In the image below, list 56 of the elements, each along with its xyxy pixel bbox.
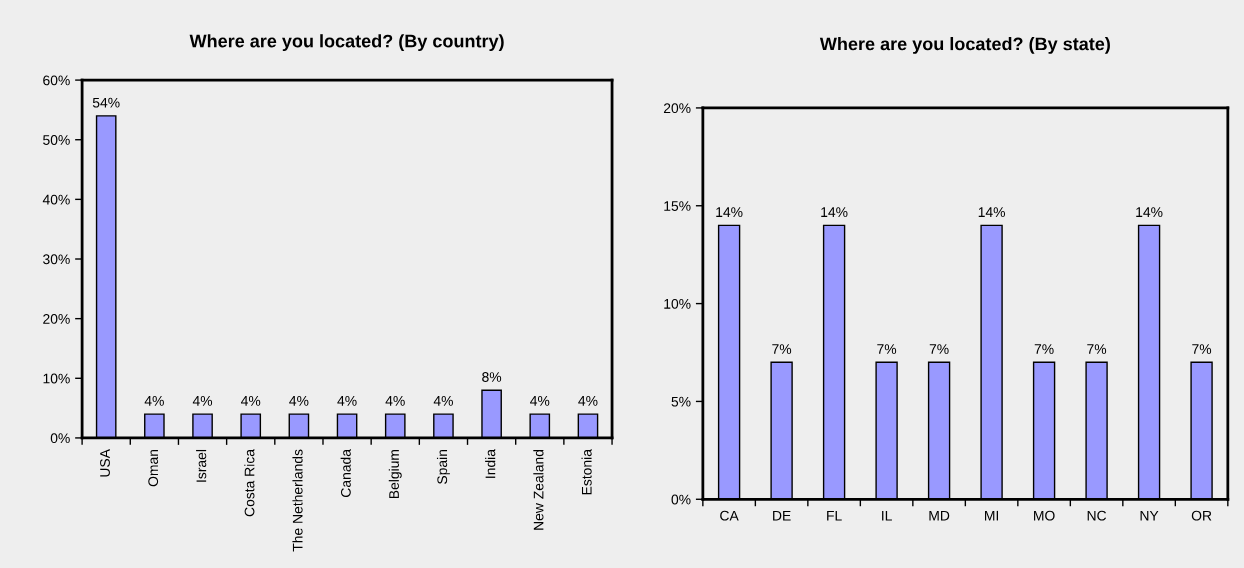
y-tick-label: 40% bbox=[42, 194, 70, 205]
data-label: 14% bbox=[716, 207, 743, 217]
data-label: 4% bbox=[289, 396, 309, 406]
data-label: 7% bbox=[772, 344, 792, 354]
chart-title: Where are you located? (By state) bbox=[819, 37, 1110, 54]
x-tick-label: The Netherlands bbox=[292, 449, 303, 552]
x-tick-label: Spain bbox=[436, 449, 450, 484]
data-label: 54% bbox=[92, 97, 120, 108]
data-label: 4% bbox=[144, 396, 164, 406]
data-label: 4% bbox=[192, 396, 213, 406]
data-label: 7% bbox=[1034, 344, 1054, 354]
x-tick-label: NC bbox=[1087, 510, 1107, 521]
y-tick-label: 15% bbox=[664, 201, 691, 211]
data-label: 4% bbox=[385, 396, 405, 406]
y-tick-label: 20% bbox=[43, 313, 70, 324]
y-tick-label: 10% bbox=[43, 373, 70, 384]
y-tick-label: 20% bbox=[663, 103, 691, 114]
data-label: 7% bbox=[929, 344, 949, 354]
y-tick-label: 0% bbox=[50, 433, 70, 444]
y-tick-label: 5% bbox=[671, 396, 691, 407]
x-tick-label: New Zealand bbox=[533, 449, 544, 530]
data-label: 7% bbox=[1192, 344, 1212, 354]
data-label: 4% bbox=[530, 396, 550, 406]
data-label: 7% bbox=[877, 344, 897, 354]
x-tick-label: CA bbox=[720, 510, 739, 521]
data-label: 14% bbox=[978, 207, 1005, 217]
x-tick-label: Costa Rica bbox=[244, 449, 255, 517]
x-tick-label: Estonia bbox=[581, 449, 592, 495]
x-tick-label: MI bbox=[985, 510, 999, 521]
data-label: 7% bbox=[1087, 344, 1107, 354]
y-tick-label: 30% bbox=[43, 254, 70, 265]
y-tick-label: 50% bbox=[43, 135, 70, 145]
x-tick-label: OR bbox=[1191, 510, 1212, 521]
data-label: 4% bbox=[241, 396, 261, 406]
x-tick-label: Israel bbox=[196, 449, 207, 482]
x-tick-label: Canada bbox=[340, 449, 351, 497]
x-tick-label: Oman bbox=[148, 449, 159, 487]
data-label: 4% bbox=[337, 396, 357, 406]
data-label: 4% bbox=[578, 396, 598, 406]
data-label: 14% bbox=[1136, 207, 1163, 217]
data-label: 14% bbox=[821, 207, 848, 217]
y-tick-label: 0% bbox=[671, 494, 691, 505]
data-label: 8% bbox=[482, 372, 502, 382]
x-tick-label: IL bbox=[882, 510, 892, 521]
x-tick-label: FL bbox=[827, 510, 842, 521]
y-tick-label: 60% bbox=[43, 75, 70, 86]
x-tick-label: USA bbox=[100, 449, 110, 477]
data-label: 4% bbox=[433, 396, 453, 406]
x-tick-label: MO bbox=[1034, 510, 1055, 521]
x-tick-label: DE bbox=[773, 510, 791, 521]
x-tick-label: MD bbox=[929, 510, 950, 521]
chart-title: Where are you located? (By country) bbox=[189, 34, 504, 52]
y-tick-label: 10% bbox=[664, 298, 691, 309]
x-tick-label: Belgium bbox=[388, 449, 402, 499]
x-tick-label: NY bbox=[1140, 510, 1159, 521]
x-tick-label: India bbox=[485, 449, 496, 478]
